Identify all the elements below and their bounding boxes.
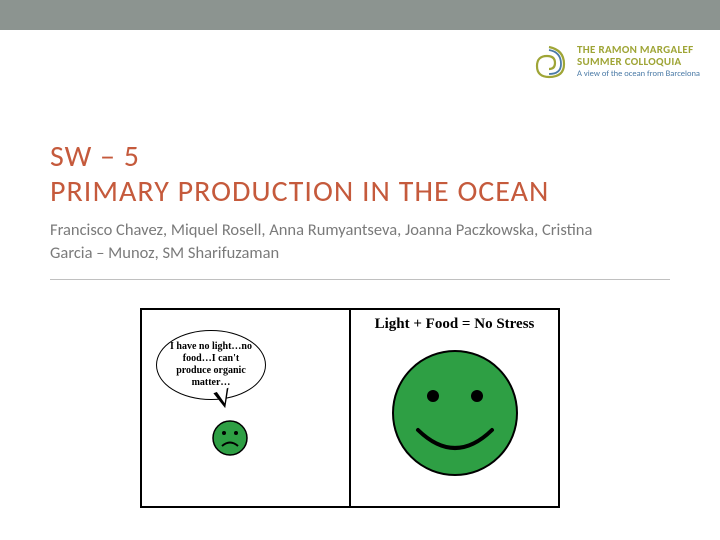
right-panel: Light + Food = No Stress — [351, 310, 558, 506]
sad-face-icon — [212, 420, 248, 456]
speech-bubble: I have no light…no food…I can't produce … — [156, 330, 266, 400]
authors-list: Francisco Chavez, Miquel Rosell, Anna Ru… — [50, 219, 610, 265]
logo-line3: A view of the ocean from Barcelona — [577, 70, 700, 79]
logo-area: THE RAMON MARGALEF SUMMER COLLOQUIA A vi… — [529, 42, 700, 82]
title-line2: PRIMARY PRODUCTION IN THE OCEAN — [50, 173, 549, 210]
top-bar — [0, 0, 720, 30]
content-area: SW – 5 PRIMARY PRODUCTION IN THE OCEAN F… — [0, 30, 720, 508]
logo-text: THE RAMON MARGALEF SUMMER COLLOQUIA A vi… — [577, 44, 700, 80]
slide-title: SW – 5 PRIMARY PRODUCTION IN THE OCEAN — [50, 140, 670, 209]
logo-swirl-icon — [529, 42, 569, 82]
illustration: I have no light…no food…I can't produce … — [140, 308, 560, 508]
left-panel: I have no light…no food…I can't produce … — [142, 310, 349, 506]
logo-line2: SUMMER COLLOQUIA — [577, 56, 700, 68]
title-divider — [50, 279, 670, 280]
title-line1: SW – 5 — [50, 138, 140, 175]
happy-face-icon — [390, 348, 520, 478]
right-panel-title: Light + Food = No Stress — [351, 316, 558, 333]
